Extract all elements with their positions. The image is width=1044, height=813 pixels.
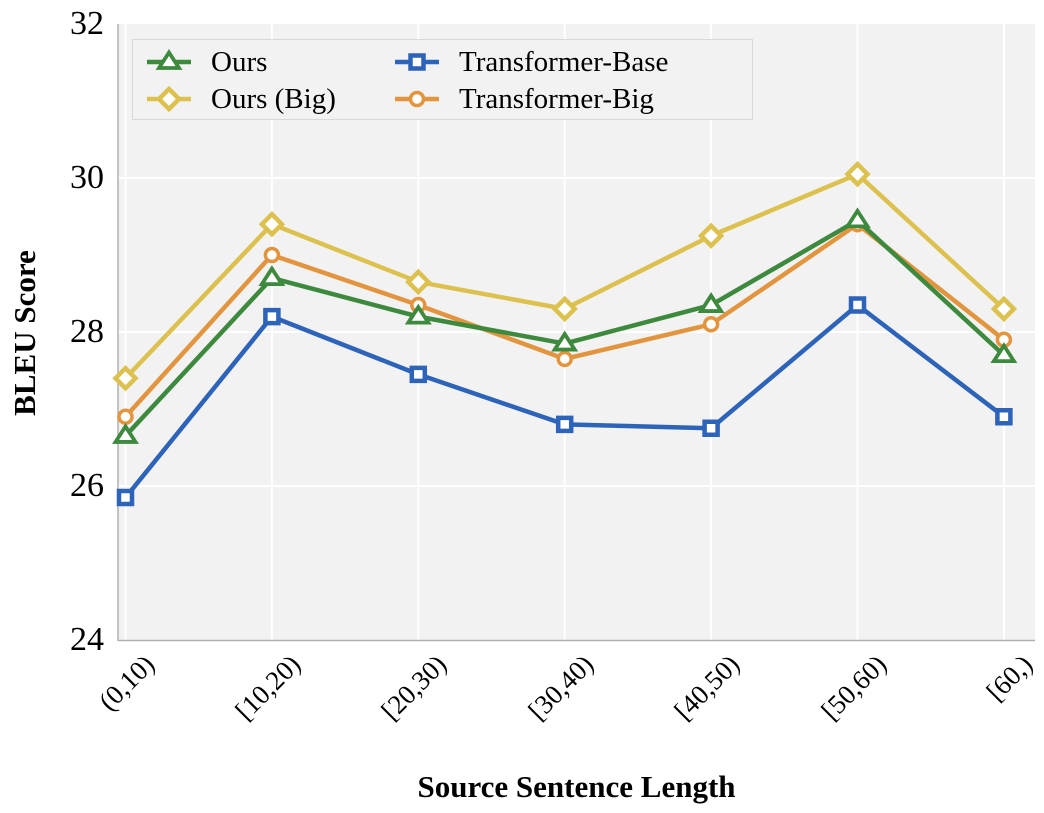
y-axis-title: BLEU Score [7,250,42,416]
legend-label: Ours [211,46,268,79]
triangle-marker-icon [147,49,191,71]
marker-transformer-big-0 [117,408,134,425]
legend-label: Ours (Big) [211,82,336,115]
marker-transformer-base-4 [702,419,720,437]
y-tick-label-32: 32 [70,5,104,42]
legend-marker-ours-big [155,85,183,112]
legend-item-ours-big: Ours (Big) [147,83,395,115]
legend-marker-transformer-base [408,53,426,71]
marker-ours-big-0 [112,365,139,392]
square-marker-icon [395,53,439,71]
circle-marker-icon [395,90,439,107]
marker-ours-2 [404,303,432,325]
marker-ours-6 [990,342,1018,363]
legend-item-transformer-big: Transformer-Big [395,83,752,115]
y-tick-label-30: 30 [70,159,104,196]
marker-ours-big-6 [990,295,1018,323]
marker-ours-5 [844,207,871,229]
marker-transformer-base-5 [848,296,867,314]
marker-transformer-base-6 [995,407,1013,426]
legend-item-ours: Ours [147,46,395,78]
marker-ours-big-1 [258,211,286,238]
legend-marker-ours [155,49,183,71]
y-tick-label-24: 24 [70,621,104,658]
legend: Ours Ours (Big) Transformer-Base Transforme… [132,39,753,120]
marker-transformer-base-0 [116,488,135,507]
marker-transformer-base-2 [409,365,428,384]
diamond-marker-icon [147,85,191,112]
marker-ours-big-5 [844,160,871,188]
marker-ours-big-3 [551,295,578,323]
legend-item-transformer-base: Transformer-Base [395,46,752,78]
y-tick-label-28: 28 [70,313,104,350]
marker-transformer-big-4 [702,316,720,333]
marker-ours-big-2 [405,268,432,296]
marker-transformer-base-3 [555,415,574,434]
legend-marker-transformer-big [408,90,426,107]
marker-ours-0 [112,422,139,444]
marker-ours-3 [551,330,579,352]
marker-ours-big-4 [697,222,725,249]
legend-label: Transformer-Big [459,82,654,115]
legend-label: Transformer-Base [459,46,669,79]
marker-transformer-big-3 [556,350,573,368]
x-axis-title: Source Sentence Length [417,769,736,804]
marker-transformer-big-1 [263,246,281,264]
y-tick-label-26: 26 [70,467,104,504]
marker-ours-4 [697,292,725,313]
marker-ours-1 [258,265,286,286]
marker-transformer-base-1 [263,307,281,326]
